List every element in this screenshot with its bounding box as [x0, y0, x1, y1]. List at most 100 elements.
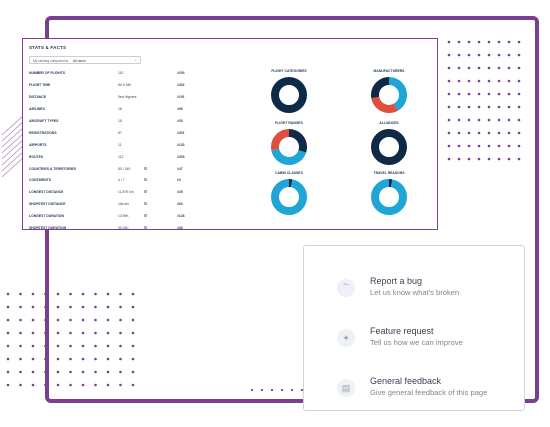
stat-rank: #3 [177, 178, 181, 182]
decorative-dot [81, 305, 85, 309]
decorative-dot [69, 370, 72, 374]
chart-title: MANUFACTURERS [373, 69, 405, 73]
decorative-dot [19, 357, 22, 361]
decorative-dot [131, 318, 135, 322]
decorative-dot [56, 331, 60, 335]
decorative-dot [81, 357, 85, 361]
hatch-line [2, 144, 24, 166]
decorative-dot [56, 318, 60, 322]
stat-value: 16a km [118, 202, 130, 206]
info-icon[interactable] [144, 202, 148, 206]
decorative-dot [447, 66, 451, 70]
decorative-dot [477, 53, 481, 57]
decorative-dot [19, 292, 22, 296]
decorative-dot [250, 388, 254, 392]
decorative-dot [300, 388, 304, 392]
stat-rank: #95 [177, 107, 183, 111]
donut-segment [271, 129, 307, 165]
info-icon[interactable] [144, 190, 148, 194]
decorative-dot [457, 92, 461, 96]
decorative-dot [19, 370, 22, 374]
chart-title: FLIGHT CATEGORIES [271, 69, 307, 73]
donut-chart: MANUFACTURERS [359, 69, 419, 114]
stats-panel: STATS & FACTS My ranking compared to All… [22, 38, 438, 230]
decorative-dot [457, 157, 461, 161]
info-icon[interactable] [144, 167, 148, 171]
feature-request-item[interactable]: ✦ Feature request Tell us how we can imp… [304, 321, 524, 361]
dot-grid-top-right [447, 40, 521, 161]
decorative-dot [477, 157, 481, 161]
stat-value: 11,879 km [118, 190, 134, 194]
stat-value: 11 [118, 143, 122, 147]
chart-title: FLIGHT RANGES [275, 121, 303, 125]
decorative-dot [497, 79, 501, 83]
stat-value: 4 / 7 [118, 178, 125, 182]
decorative-dot [467, 53, 471, 57]
general-feedback-item[interactable]: ▤ General feedback Give general feedback… [304, 371, 524, 411]
decorative-dot [517, 105, 521, 109]
hatch-line [2, 138, 24, 160]
decorative-dot [517, 92, 521, 96]
hatch-line [2, 115, 24, 136]
decorative-dot [69, 344, 72, 348]
decorative-dot [31, 318, 35, 322]
donut-segment [271, 129, 307, 165]
ranking-filter-select[interactable]: My ranking compared to All users ⌄ [29, 56, 141, 64]
stat-rank: #35 [177, 226, 183, 230]
donut-segment [371, 77, 407, 113]
decorative-dot [447, 105, 451, 109]
donut-chart: FLIGHT CATEGORIES [259, 69, 319, 114]
decorative-dot [106, 370, 110, 374]
decorative-dot [477, 118, 481, 122]
decorative-dot [507, 40, 511, 44]
decorative-dot [44, 383, 47, 387]
decorative-dot [131, 383, 135, 387]
decorative-dot [6, 383, 10, 387]
decorative-dot [106, 305, 110, 309]
decorative-dot [447, 157, 451, 161]
decorative-dot [106, 292, 110, 296]
stat-row: SHORTEST DURATION 00:24h #35 [29, 224, 229, 233]
decorative-dot [94, 318, 97, 322]
decorative-dot [497, 118, 501, 122]
decorative-dot [106, 331, 110, 335]
decorative-dot [507, 66, 511, 70]
stat-row: LONGEST DISTANCE 11,879 km #45 [29, 188, 229, 197]
report-bug-item[interactable]: ҇ Report a bug Let us know what's broken [304, 271, 524, 311]
stat-label: AIRPORTS [29, 143, 47, 147]
decorative-dot [447, 53, 451, 57]
decorative-dot [56, 344, 60, 348]
decorative-dot [467, 92, 471, 96]
stat-rank: #133 [177, 143, 185, 147]
stat-label: COUNTRIES & TERRITORIES [29, 167, 77, 171]
stat-rank: #35 [177, 119, 183, 123]
decorative-dot [56, 305, 60, 309]
decorative-dot [131, 305, 135, 309]
decorative-dot [487, 157, 491, 161]
decorative-dot [81, 331, 85, 335]
bug-icon: ҇ [337, 279, 355, 297]
stat-rank: #432 [177, 83, 185, 87]
decorative-dot [487, 79, 491, 83]
decorative-dot [467, 131, 471, 135]
filter-prefix: My ranking compared to [33, 58, 69, 63]
info-icon[interactable] [144, 178, 148, 182]
decorative-dot [69, 318, 72, 322]
stat-value: 5ea Highere [118, 95, 137, 99]
decorative-dot [517, 40, 521, 44]
donut-svg [271, 179, 307, 215]
general-feedback-subtitle: Give general feedback of this page [370, 388, 488, 397]
stat-row: CONTINENTS 4 / 7 #3 [29, 176, 229, 185]
decorative-dot [6, 292, 10, 296]
decorative-dot [56, 357, 60, 361]
info-icon[interactable] [144, 214, 148, 218]
report-bug-subtitle: Let us know what's broken [370, 288, 460, 297]
decorative-dot [44, 357, 47, 361]
decorative-dot [517, 79, 521, 83]
info-icon[interactable] [144, 226, 148, 230]
decorative-dot [487, 118, 491, 122]
decorative-dot [447, 79, 451, 83]
decorative-dot [457, 118, 461, 122]
decorative-dot [106, 344, 110, 348]
decorative-dot [106, 357, 110, 361]
